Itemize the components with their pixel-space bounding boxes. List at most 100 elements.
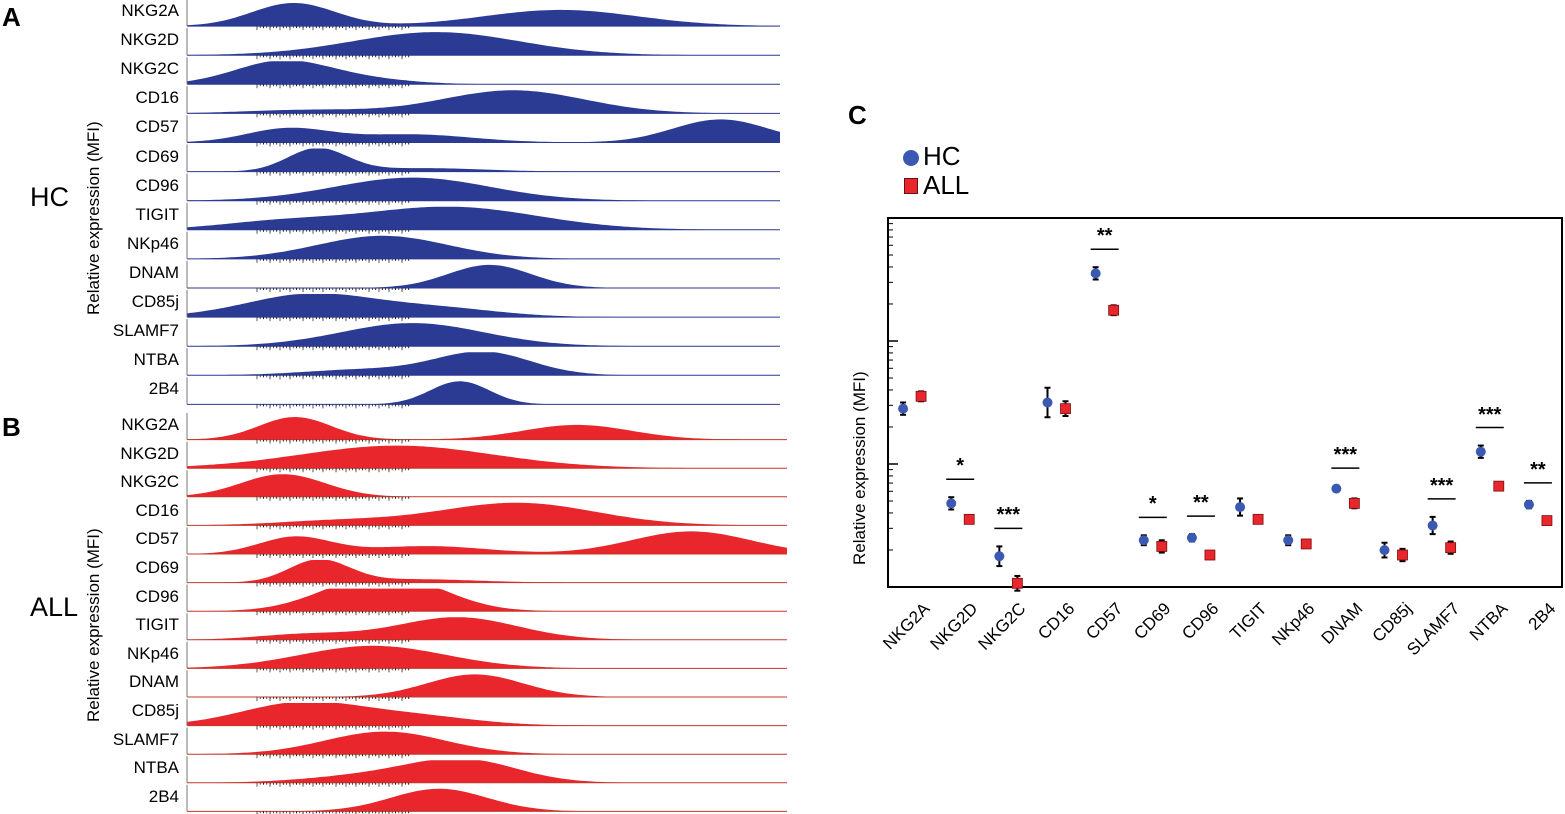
histogram-hc-2b4-area xyxy=(187,381,780,405)
histogram-all-nkg2d-area xyxy=(187,445,787,469)
histogram-hc-label-ntba: NTBA xyxy=(133,350,179,370)
scatter-hc-point-cd69 xyxy=(1138,535,1149,546)
scatter-significance-dnam: *** xyxy=(1333,444,1358,467)
panel-label-a: A xyxy=(2,2,21,32)
histogram-hc-slamf7-area xyxy=(187,323,780,347)
histogram-hc-nkg2c-ticks xyxy=(256,84,410,89)
histogram-hc-slamf7-ticks xyxy=(256,346,410,351)
histogram-hc-2b4-ticks xyxy=(256,404,410,409)
histogram-hc-tigit-ticks xyxy=(256,229,410,234)
histogram-all-label-slamf7: SLAMF7 xyxy=(112,729,179,749)
histogram-hc-cd69-area xyxy=(187,148,780,172)
histogram-hc-cd69-ticks xyxy=(256,171,410,176)
histogram-all-nkg2c-ticks xyxy=(256,496,410,501)
scatter-significance-slamf7: *** xyxy=(1429,474,1454,497)
scatter-hc-point-cd57 xyxy=(1090,268,1101,279)
histogram-all-nkp46-ticks xyxy=(256,668,410,673)
histogram-hc-cd85j-area xyxy=(187,294,780,318)
scatter-all-point-tigit xyxy=(1252,513,1264,525)
scatter-hc-point-slamf7 xyxy=(1427,520,1438,531)
histogram-all-label-2b4: 2B4 xyxy=(148,786,179,806)
scatter-all-point-cd57 xyxy=(1108,304,1120,316)
histogram-hc-label-slamf7: SLAMF7 xyxy=(112,321,179,341)
histogram-all-cd96-area xyxy=(187,588,787,612)
histogram-hc-nkg2a-area xyxy=(187,3,780,27)
histogram-all-ntba-ticks xyxy=(256,782,410,787)
scatter-hc-point-cd96 xyxy=(1186,532,1197,543)
histogram-all-label-tigit: TIGIT xyxy=(135,615,179,635)
histogram-hc-cd16-ticks xyxy=(256,113,410,118)
scatter-all-point-dnam xyxy=(1348,497,1360,509)
histogram-all-cd57-ticks xyxy=(256,554,410,558)
scatter-all-point-nkg2c xyxy=(1011,577,1023,589)
scatter-hc-point-ntba xyxy=(1475,446,1486,457)
histogram-hc-nkp46-ticks xyxy=(256,258,410,263)
histogram-hc-tigit-area xyxy=(187,206,780,230)
scatter-significance-cd96: ** xyxy=(1193,492,1209,515)
histogram-hc-label-nkg2c: NKG2C xyxy=(120,59,179,79)
histogram-all-nkg2a-area xyxy=(187,417,787,440)
histogram-all-dnam-area xyxy=(187,674,787,697)
histogram-hc-label-nkp46: NKp46 xyxy=(127,233,179,253)
legend-all-marker xyxy=(904,178,918,194)
histogram-all-cd57-area xyxy=(187,531,787,554)
histogram-all-tigit-area xyxy=(187,617,787,640)
histogram-all-slamf7-area xyxy=(187,731,787,755)
histogram-all-label-cd96: CD96 xyxy=(135,586,179,606)
histogram-all-ntba-area xyxy=(187,760,787,783)
histogram-hc-label-tigit: TIGIT xyxy=(135,204,179,224)
histogram-all-label-nkg2a: NKG2A xyxy=(121,415,179,434)
scatter-all-point-cd96 xyxy=(1204,549,1216,561)
scatter-all-point-cd16 xyxy=(1060,403,1071,415)
panel-label-c: C xyxy=(848,100,867,130)
histogram-hc-cd57-ticks xyxy=(256,142,410,147)
histogram-all-2b4-ticks xyxy=(256,811,410,814)
scatter-all-point-cd85j xyxy=(1397,549,1408,561)
histogram-hc-dnam-ticks xyxy=(256,288,410,292)
scatter-plot-frame xyxy=(887,217,1563,588)
histogram-hc-label-cd16: CD16 xyxy=(135,88,179,108)
scatter-ylabel: Relative expression (MFI) xyxy=(850,371,869,565)
legend-hc-marker xyxy=(903,150,919,166)
histogram-all-nkg2a-ticks xyxy=(256,439,410,444)
histogram-all-cd69-area xyxy=(187,560,787,583)
histogram-hc-label-cd85j: CD85j xyxy=(131,292,179,311)
histogram-hc-ntba-ticks xyxy=(256,375,410,380)
histogram-all-label-ntba: NTBA xyxy=(133,758,179,778)
histogram-hc-dnam-area xyxy=(187,264,780,288)
histogram-hc-label-cd96: CD96 xyxy=(135,175,179,195)
scatter-hc-point-nkg2c xyxy=(994,551,1005,562)
scatter-hc-point-2b4 xyxy=(1523,499,1534,510)
histogram-hc-nkg2d-ticks xyxy=(256,55,410,60)
scatter-hc-point-nkg2d xyxy=(946,498,957,509)
scatter-all-point-cd69 xyxy=(1156,541,1168,552)
histogram-all-cd16-ticks xyxy=(256,525,410,530)
scatter-all-point-nkg2d xyxy=(963,513,975,525)
histogram-all-tigit-ticks xyxy=(256,639,410,644)
histogram-all-label-dnam: DNAM xyxy=(128,672,179,692)
scatter-hc-point-tigit xyxy=(1235,502,1246,513)
scatter-hc-point-dnam xyxy=(1331,483,1342,494)
histogram-hc-label-cd69: CD69 xyxy=(135,146,179,166)
histogram-all-label-cd16: CD16 xyxy=(135,500,179,520)
histogram-hc-cd85j-ticks xyxy=(256,317,410,322)
histogram-all-cd16-area xyxy=(187,502,787,526)
histogram-hc-nkg2c-area xyxy=(187,61,780,85)
scatter-hc-point-cd16 xyxy=(1042,397,1053,408)
histogram-all-label-nkg2d: NKG2D xyxy=(120,443,179,463)
histogram-hc-nkp46-area xyxy=(187,235,780,259)
group-label-hc: HC xyxy=(30,182,69,212)
histogram-hc-label-dnam: DNAM xyxy=(128,262,179,282)
histogram-all-slamf7-ticks xyxy=(256,754,410,759)
scatter-significance-cd69: * xyxy=(1148,493,1157,516)
scatter-all-point-nkg2a xyxy=(915,390,927,402)
scatter-all-point-2b4 xyxy=(1541,515,1553,526)
legend-hc-label: HC xyxy=(923,141,961,171)
histogram-all-label-cd69: CD69 xyxy=(135,558,179,577)
panel-label-b: B xyxy=(2,412,21,442)
histogram-all-cd96-ticks xyxy=(256,611,410,616)
histogram-all-nkg2d-ticks xyxy=(256,468,410,473)
histogram-all-dnam-ticks xyxy=(256,697,410,701)
scatter-significance-2b4: ** xyxy=(1530,458,1546,481)
histogram-hc-label-nkg2a: NKG2A xyxy=(121,1,179,20)
